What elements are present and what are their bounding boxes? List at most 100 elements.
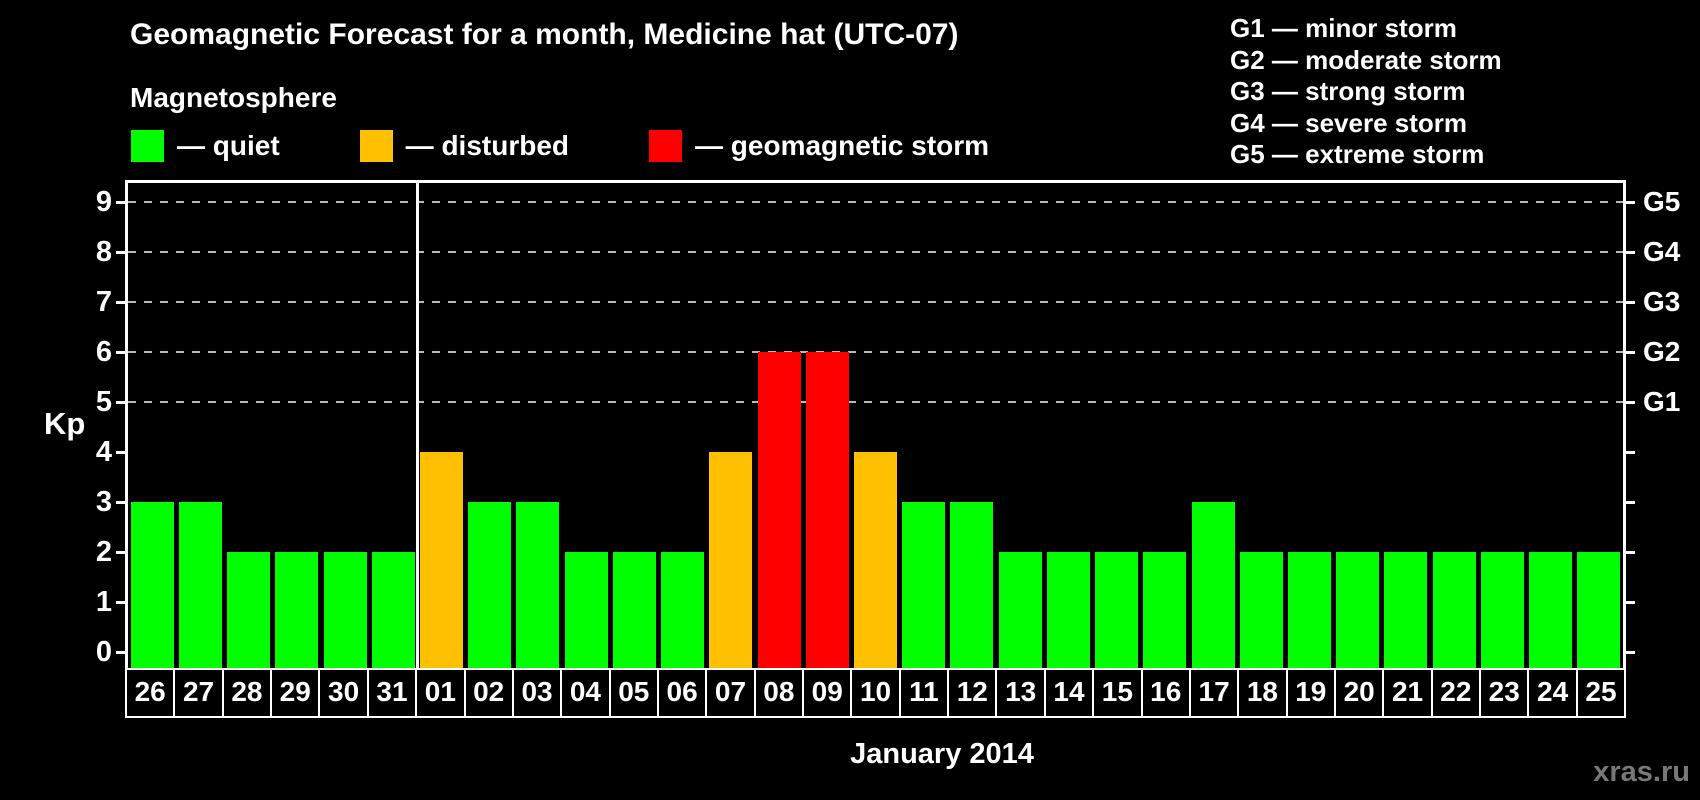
kp-bar-28 xyxy=(227,552,271,668)
day-label-29: 29 xyxy=(270,668,321,718)
day-label-31: 31 xyxy=(366,668,418,718)
gridline-level-8 xyxy=(128,251,1623,253)
day-label-13: 13 xyxy=(995,668,1046,718)
kp-bar-30 xyxy=(323,552,367,668)
kp-bar-26 xyxy=(130,502,174,668)
y-tick-label-8: 8 xyxy=(95,236,112,268)
kp-bar-25 xyxy=(1577,552,1621,668)
y-tick xyxy=(116,500,125,504)
g-scale-legend-line: G3 — strong storm xyxy=(1230,76,1466,107)
day-label-23: 23 xyxy=(1479,668,1530,718)
chart-title: Geomagnetic Forecast for a month, Medici… xyxy=(130,18,959,51)
kp-bar-08 xyxy=(757,352,801,668)
right-tick xyxy=(1626,350,1635,354)
day-label-27: 27 xyxy=(173,668,224,718)
day-label-01: 01 xyxy=(415,668,466,718)
kp-bar-20 xyxy=(1336,552,1380,668)
legend-label-disturbed: — disturbed xyxy=(405,130,570,161)
kp-bar-14 xyxy=(1046,552,1090,668)
y-tick-label-5: 5 xyxy=(95,386,112,418)
gridline-level-9 xyxy=(128,201,1623,203)
day-label-14: 14 xyxy=(1043,668,1095,718)
g-level-label-G4: G4 xyxy=(1643,236,1681,267)
kp-bar-22 xyxy=(1432,552,1476,668)
day-label-05: 05 xyxy=(608,668,659,718)
g-scale-legend-line: G2 — moderate storm xyxy=(1230,44,1502,75)
kp-bar-04 xyxy=(564,552,608,668)
right-tick xyxy=(1626,300,1635,304)
month-divider-line xyxy=(415,183,419,668)
y-tick xyxy=(116,200,125,204)
y-tick-label-7: 7 xyxy=(95,286,112,318)
status-legend: — quiet — disturbed — geomagnetic storm xyxy=(131,130,989,162)
day-label-12: 12 xyxy=(947,668,998,718)
kp-bar-02 xyxy=(468,502,512,668)
y-tick xyxy=(116,400,125,404)
kp-bar-21 xyxy=(1384,552,1428,668)
day-label-02: 02 xyxy=(463,668,514,718)
plot-area xyxy=(128,183,1623,668)
day-label-04: 04 xyxy=(560,668,611,718)
right-tick xyxy=(1626,400,1635,404)
right-tick xyxy=(1626,600,1635,604)
gridline-level-7 xyxy=(128,301,1623,303)
kp-bar-07 xyxy=(709,452,753,668)
day-label-28: 28 xyxy=(221,668,273,718)
day-label-11: 11 xyxy=(898,668,950,718)
g-level-label-G3: G3 xyxy=(1643,286,1681,317)
y-tick-label-1: 1 xyxy=(95,586,112,618)
g-level-label-G1: G1 xyxy=(1643,386,1681,417)
right-tick xyxy=(1626,650,1635,654)
y-tick-label-2: 2 xyxy=(95,536,112,568)
g-level-label-G5: G5 xyxy=(1643,186,1681,217)
y-tick-label-6: 6 xyxy=(95,336,112,368)
g-level-label-G2: G2 xyxy=(1643,336,1681,367)
g-scale-legend-line: G1 — minor storm xyxy=(1230,13,1457,43)
y-axis-title: Kp xyxy=(44,406,86,441)
right-tick xyxy=(1626,450,1635,454)
right-tick xyxy=(1626,500,1635,504)
kp-bar-17 xyxy=(1191,502,1235,668)
x-axis-title: January 2014 xyxy=(850,738,1034,770)
kp-bar-24 xyxy=(1529,552,1573,668)
y-tick xyxy=(116,550,125,554)
y-tick xyxy=(116,450,125,454)
kp-bar-16 xyxy=(1143,552,1187,668)
day-label-07: 07 xyxy=(705,668,756,718)
y-tick xyxy=(116,300,125,304)
magnetosphere-label: Magnetosphere xyxy=(130,82,337,113)
kp-bar-23 xyxy=(1480,552,1524,668)
kp-bar-01 xyxy=(419,452,463,668)
day-label-19: 19 xyxy=(1285,668,1336,718)
day-label-10: 10 xyxy=(850,668,901,718)
legend-label-quiet: — quiet xyxy=(177,130,280,161)
kp-bar-05 xyxy=(612,552,656,668)
legend-item-quiet: — quiet xyxy=(131,130,280,162)
y-tick-label-0: 0 xyxy=(95,636,112,668)
day-label-08: 08 xyxy=(753,668,805,718)
kp-bar-06 xyxy=(661,552,705,668)
day-label-24: 24 xyxy=(1527,668,1578,718)
day-label-18: 18 xyxy=(1237,668,1288,718)
day-label-21: 21 xyxy=(1382,668,1433,718)
right-tick xyxy=(1626,550,1635,554)
kp-bar-13 xyxy=(998,552,1042,668)
day-label-25: 25 xyxy=(1575,668,1627,718)
day-label-16: 16 xyxy=(1140,668,1191,718)
quiet-swatch xyxy=(131,130,164,162)
gridline-level-5 xyxy=(128,401,1623,403)
y-tick xyxy=(116,350,125,354)
kp-bar-09 xyxy=(805,352,849,668)
right-tick xyxy=(1626,250,1635,254)
day-label-03: 03 xyxy=(511,668,563,718)
right-axis-line xyxy=(1623,180,1626,668)
legend-label-storm: — geomagnetic storm xyxy=(695,130,990,161)
day-label-06: 06 xyxy=(656,668,708,718)
g-scale-legend-line: G5 — extreme storm xyxy=(1230,139,1485,170)
day-label-20: 20 xyxy=(1333,668,1385,718)
y-axis-line xyxy=(125,180,128,668)
right-tick xyxy=(1626,200,1635,204)
g-scale-legend: G1 — minor storm G2 — moderate storm G3 — … xyxy=(1230,13,1502,171)
y-tick-label-4: 4 xyxy=(95,436,112,468)
